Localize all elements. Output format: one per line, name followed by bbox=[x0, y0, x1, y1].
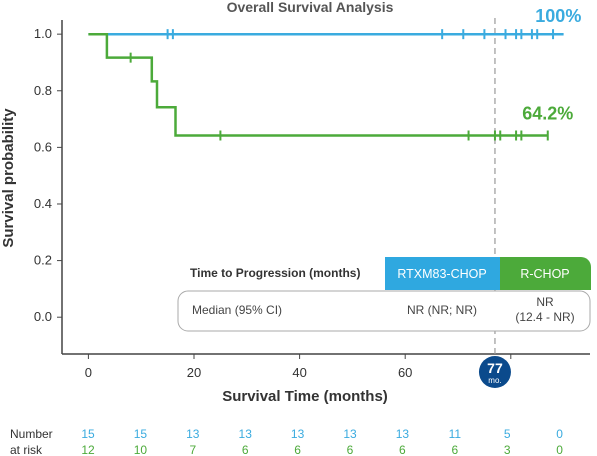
series-layer bbox=[88, 29, 564, 141]
table-val2-line1: NR bbox=[536, 295, 554, 309]
at-risk-rchop: 3 bbox=[504, 443, 511, 456]
progression-table: Time to Progression (months) RTXM83-CHOP… bbox=[177, 257, 591, 332]
x-tick-label: 40 bbox=[292, 365, 306, 380]
y-tick-label: 0.6 bbox=[34, 139, 52, 154]
y-tick-label: 0.2 bbox=[34, 253, 52, 268]
table-title: Time to Progression (months) bbox=[190, 266, 360, 280]
at-risk-rtxm83: 15 bbox=[81, 427, 95, 441]
at-risk-label-line1: Number bbox=[10, 427, 53, 441]
end-label-rchop: 64.2% bbox=[522, 103, 573, 123]
at-risk-rchop: 10 bbox=[134, 443, 148, 456]
at-risk-rchop: 6 bbox=[294, 443, 301, 456]
at-risk-rtxm83: 13 bbox=[291, 427, 305, 441]
at-risk-rtxm83: 11 bbox=[449, 427, 462, 441]
table-header-col1 bbox=[385, 257, 500, 290]
reference-badge-value: 77 bbox=[487, 360, 503, 376]
at-risk-rchop: 0 bbox=[556, 443, 563, 456]
table-header-col2 bbox=[500, 257, 591, 290]
x-ticks: 0 20 40 60 bbox=[85, 354, 512, 380]
reference-badge: 77 mo. bbox=[478, 356, 511, 388]
at-risk-rtxm83: 15 bbox=[134, 427, 148, 441]
table-col1-label: RTXM83-CHOP bbox=[397, 267, 486, 281]
at-risk-rtxm83: 5 bbox=[504, 427, 511, 441]
at-risk-rchop: 6 bbox=[347, 443, 354, 456]
y-tick-label: 0.4 bbox=[34, 196, 52, 211]
end-label-rtxm83: 100% bbox=[535, 6, 581, 26]
at-risk-rchop: 6 bbox=[242, 443, 249, 456]
table-row-label: Median (95% CI) bbox=[192, 303, 282, 317]
y-tick-label: 1.0 bbox=[34, 26, 52, 41]
at-risk-rtxm83: 13 bbox=[239, 427, 253, 441]
at-risk-rtxm83: 13 bbox=[343, 427, 357, 441]
at-risk-rtxm83: 13 bbox=[186, 427, 200, 441]
series-line-1 bbox=[88, 32, 548, 137]
at-risk-numbers: 15 12 15 10 13 7 13 6 13 6 13 6 13 6 11 6 5 3 0 0 bbox=[81, 427, 563, 456]
at-risk-rchop: 7 bbox=[189, 443, 196, 456]
at-risk-rchop: 6 bbox=[399, 443, 406, 456]
y-axis-label: Survival probability bbox=[0, 108, 17, 248]
at-risk-rtxm83: 0 bbox=[556, 427, 563, 441]
table-body bbox=[177, 290, 591, 332]
at-risk-rchop: 12 bbox=[81, 443, 95, 456]
at-risk-label-line2: at risk bbox=[10, 443, 43, 456]
table-col2-label: R-CHOP bbox=[520, 267, 569, 281]
y-tick-label: 0.0 bbox=[34, 309, 52, 324]
y-tick-label: 0.8 bbox=[34, 83, 52, 98]
x-tick-label: 60 bbox=[398, 365, 412, 380]
chart-title: Overall Survival Analysis bbox=[227, 0, 394, 15]
table-val2-line2: (12.4 - NR) bbox=[515, 310, 574, 324]
y-ticks: 0.0 0.2 0.4 0.6 0.8 1.0 bbox=[34, 26, 62, 324]
table-val1: NR (NR; NR) bbox=[407, 303, 477, 317]
at-risk-rchop: 6 bbox=[451, 443, 458, 456]
x-axis-label: Survival Time (months) bbox=[222, 388, 388, 405]
reference-badge-unit: mo. bbox=[488, 376, 501, 385]
x-tick-label: 20 bbox=[187, 365, 201, 380]
x-tick-label: 0 bbox=[85, 365, 92, 380]
reference-badge-circle bbox=[478, 356, 511, 388]
at-risk-rtxm83: 13 bbox=[396, 427, 410, 441]
